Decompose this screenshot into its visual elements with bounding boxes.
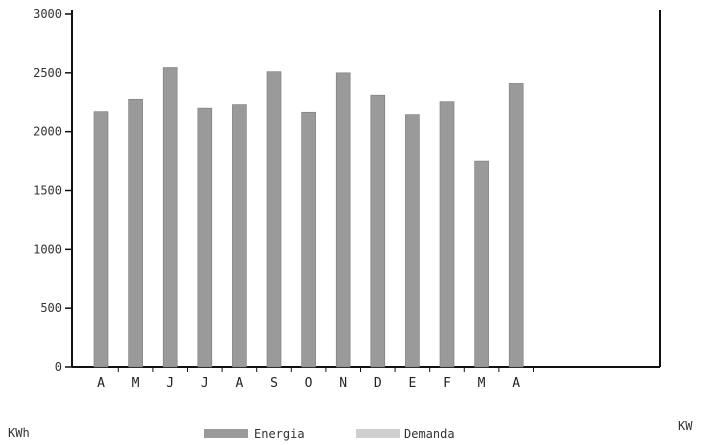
bar-energia bbox=[197, 107, 213, 368]
y-tick-label: 1500 bbox=[33, 184, 62, 198]
y-tick-label: 0 bbox=[55, 360, 62, 374]
x-tick-label: D bbox=[374, 376, 382, 391]
y-tick-label: 500 bbox=[40, 301, 62, 315]
x-tick-label: O bbox=[305, 376, 313, 391]
x-tick-label: J bbox=[201, 376, 209, 391]
x-tick-label: A bbox=[512, 376, 520, 391]
x-tick-label: A bbox=[97, 376, 105, 391]
bar-energia bbox=[232, 104, 247, 368]
x-tick-label: N bbox=[339, 376, 347, 391]
bar-energia bbox=[301, 111, 316, 368]
bar-energia bbox=[370, 94, 386, 368]
bar-energia bbox=[266, 71, 282, 368]
legend-label-energia: Energia bbox=[254, 427, 305, 441]
left-unit-label: KWh bbox=[8, 426, 30, 440]
bars bbox=[93, 67, 524, 368]
bar-energia bbox=[162, 67, 178, 368]
bar-energia bbox=[335, 72, 351, 368]
x-tick-label: J bbox=[166, 376, 174, 391]
legend-swatch-demanda bbox=[356, 429, 400, 438]
y-axis-ticks: 3000 2500 2000 1500 1000 500 0 bbox=[33, 7, 72, 374]
axes bbox=[71, 10, 661, 368]
bar-energia bbox=[128, 99, 143, 368]
x-tick-label: M bbox=[132, 376, 140, 391]
y-tick-label: 1000 bbox=[33, 242, 62, 256]
x-tick-label: E bbox=[408, 376, 416, 391]
y-tick-label: 3000 bbox=[33, 7, 62, 21]
y-tick-label: 2000 bbox=[33, 125, 62, 139]
x-tick-label: A bbox=[235, 376, 243, 391]
bar-energia bbox=[93, 111, 109, 368]
bar-energia bbox=[405, 114, 420, 368]
y-tick-label: 2500 bbox=[33, 66, 62, 80]
x-tick-label: S bbox=[270, 376, 278, 391]
right-unit-label: KW bbox=[678, 419, 693, 433]
x-tick-label: M bbox=[478, 376, 486, 391]
legend: Energia Demanda bbox=[204, 427, 455, 441]
legend-swatch-energia bbox=[204, 429, 248, 438]
x-tick-label: F bbox=[443, 376, 451, 391]
bar-energia bbox=[439, 101, 455, 368]
bar-energia bbox=[474, 160, 489, 368]
bar-energia bbox=[508, 83, 524, 368]
legend-label-demanda: Demanda bbox=[404, 427, 455, 441]
